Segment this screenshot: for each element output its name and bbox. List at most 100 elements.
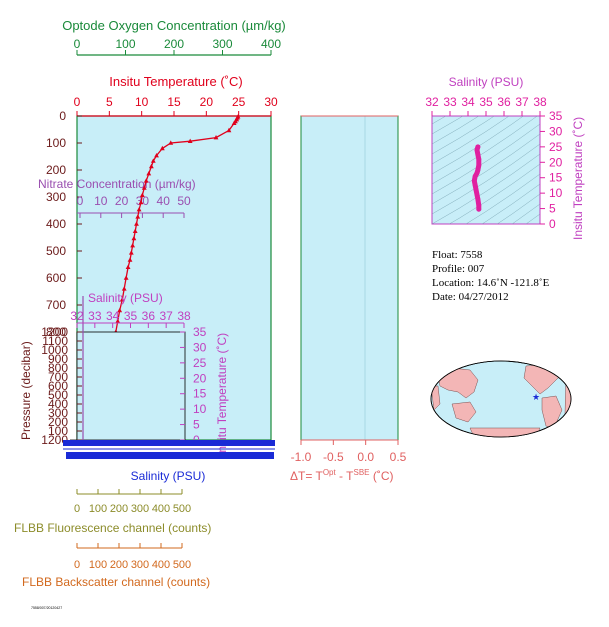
backscatter-label: 0 (74, 559, 80, 571)
temperature-axis-title: Insitu Temperature (˚C) (109, 74, 242, 89)
delta-t-label: -1.0 (291, 450, 312, 464)
bottom-salinity-axis: Salinity (PSU) (63, 440, 275, 483)
temperature-label: 20 (200, 95, 214, 109)
ts-salinity-label: 33 (443, 95, 457, 109)
inset-temperature-label: 30 (193, 340, 207, 354)
ts-point (471, 178, 477, 184)
land-africa-east (564, 371, 571, 421)
pressure-label: 400 (46, 217, 66, 231)
delta-t-label: 0.5 (390, 450, 407, 464)
fluorescence-axis: 0 100 200 300 400 500 FLBB Fluorescence chann… (14, 489, 211, 535)
date: Date: 04/27/2012 (432, 291, 509, 303)
density-contour (465, 173, 540, 224)
temperature-tick-group: 0 5 10 15 20 25 30 (74, 95, 278, 116)
backscatter-axis: 0 100 200 300 400 500 FLBB Backscatter channe… (22, 543, 210, 589)
density-contour (432, 153, 540, 224)
nitrate-axis-title: Nitrate Concentration (µm/kg) (38, 177, 196, 191)
backscatter-label: 400 (152, 559, 170, 571)
oxygen-label: 200 (164, 37, 184, 51)
oxygen-label: 400 (261, 37, 281, 51)
ts-profile (471, 144, 482, 212)
pressure-label: 600 (46, 271, 66, 285)
delta-t-title: ΔT= TOpt - TSBE (˚C) (290, 468, 394, 483)
temperature-point (226, 127, 232, 133)
temperature-point (143, 178, 149, 183)
land-africa-edge (431, 385, 441, 411)
pressure-label: 100 (46, 136, 66, 150)
temperature-point (134, 221, 139, 226)
inset-pressure-label: 600 (48, 379, 68, 393)
nitrate-axis: Nitrate Concentration (µm/kg) 0 10 20 30 40 5… (38, 177, 196, 218)
ts-point (472, 183, 478, 188)
ts-salinity-label: 35 (479, 95, 493, 109)
inset-salinity-label: 35 (124, 309, 138, 323)
ts-point (475, 196, 481, 202)
inset-salinity-label: 33 (88, 309, 102, 323)
ts-temperature-label: 35 (549, 109, 563, 123)
density-contour (432, 133, 540, 205)
profile-id: Profile: 007 (432, 263, 485, 275)
backscatter-label: 500 (173, 559, 191, 571)
density-contour (432, 116, 480, 145)
inset-pressure-label: 800 (48, 361, 68, 375)
float-info: Float: 7558 Profile: 007 Location: 14.6˚… (432, 248, 549, 304)
density-contour (432, 116, 524, 175)
density-contour (449, 163, 540, 224)
nitrate-label: 30 (136, 194, 150, 208)
temperature-point (115, 318, 121, 323)
nitrate-label: 0 (77, 194, 84, 208)
backscatter-label: 300 (131, 559, 149, 571)
density-contour (432, 143, 540, 215)
density-contours (432, 116, 540, 224)
ts-temperature-label: 30 (549, 124, 563, 138)
ts-salinity-label: 36 (497, 95, 511, 109)
fluorescence-tick-group: 0 100 200 300 400 500 (74, 489, 191, 515)
pressure-label: 500 (46, 244, 66, 258)
temperature-point (132, 228, 138, 233)
inset-temperature-label: 5 (193, 418, 200, 432)
pressure-label: 300 (46, 190, 66, 204)
temperature-point (231, 120, 237, 125)
oxygen-tick-group: 0 100 200 300 400 (74, 37, 281, 55)
delta-t-panel: -1.0 -0.5 0.0 0.5 ΔT= TOpt - TSBE (˚C) (290, 115, 407, 483)
nitrate-label: 10 (94, 194, 108, 208)
delta-t-tick-group: -1.0 -0.5 0.0 0.5 (291, 440, 407, 464)
ts-salinity-label: 34 (461, 95, 475, 109)
fluorescence-label: 0 (74, 503, 80, 515)
inset-temperature-label: 35 (193, 325, 207, 339)
density-contour (432, 116, 495, 155)
density-contour (432, 116, 538, 185)
ts-diagram: Salinity (PSU) 32 33 34 35 36 37 3835302520151… (425, 75, 585, 240)
temperature-label: 15 (167, 95, 181, 109)
inset-pressure-label: 700 (48, 370, 68, 384)
temperature-point (154, 153, 159, 158)
inset-pressure-label: 1000 (41, 343, 68, 357)
ts-point (476, 156, 482, 162)
ts-plot-area (431, 115, 541, 225)
nitrate-label: 50 (177, 194, 191, 208)
temperature-point (127, 257, 133, 262)
ts-salinity-label: 38 (533, 95, 547, 109)
inset-plot-area (76, 331, 186, 441)
oxygen-axis: Optode Oxygen Concentration (µm/kg) 0 100… (62, 18, 286, 56)
density-contour (432, 116, 464, 135)
temperature-point (135, 214, 141, 219)
inset-pressure-label: 300 (48, 406, 68, 420)
nitrate-tick-group: 0 10 20 30 40 50 (77, 194, 191, 218)
ts-point (476, 162, 482, 168)
inset-pressure-tick-group: 1200110010009008007006005004003002001001… (41, 325, 82, 447)
inset-salinity-panel: Salinity (PSU) 32 33 34 35 36 37 38 3530252015… (41, 291, 229, 456)
temperature-panel: Insitu Temperature (˚C) 0 5 10 15 20 25 30 010… (19, 74, 278, 483)
ts-point (475, 144, 481, 150)
temperature-point (150, 158, 156, 163)
inset-salinity-label: 38 (177, 309, 191, 323)
pressure-label: 0 (59, 109, 66, 123)
ts-temperature-label: 0 (549, 217, 556, 231)
ts-point (476, 203, 482, 208)
ts-point (474, 192, 480, 198)
inset-temperature-title: Insitu Temperature (˚C) (215, 333, 229, 456)
temperature-label: 10 (135, 95, 149, 109)
delta-t-label: 0.0 (357, 450, 374, 464)
temperature-point (138, 199, 144, 205)
land-asia (437, 367, 479, 399)
